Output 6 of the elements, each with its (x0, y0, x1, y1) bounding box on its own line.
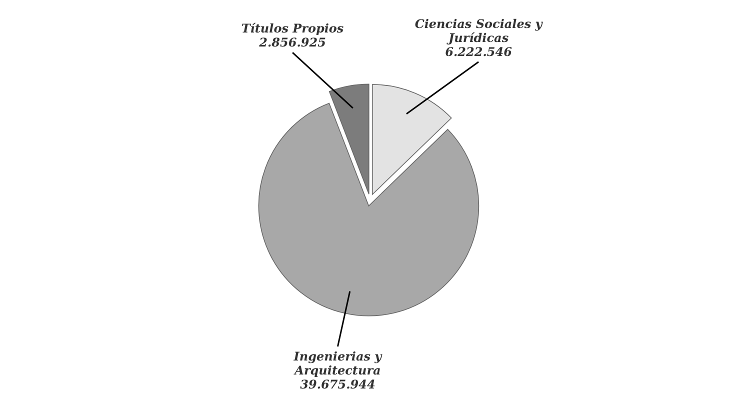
slice-label: Ciencias Sociales y Jurídicas (414, 16, 544, 45)
slice-label: Ingenierias y Arquitectura (292, 349, 383, 378)
data-label: 39.675.944 (300, 377, 376, 392)
data-label: 6.222.546 (445, 44, 513, 59)
slice-label: Títulos Propios (241, 22, 344, 36)
data-label: 2.856.925 (258, 36, 326, 50)
